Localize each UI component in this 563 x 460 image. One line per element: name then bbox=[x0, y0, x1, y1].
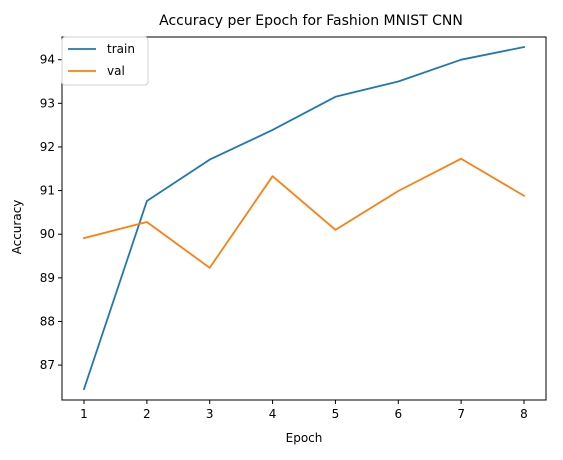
x-tick-label: 8 bbox=[520, 407, 528, 421]
x-tick-label: 2 bbox=[143, 407, 151, 421]
x-tick-label: 5 bbox=[332, 407, 340, 421]
y-tick-label: 90 bbox=[40, 227, 55, 241]
x-tick-label: 6 bbox=[394, 407, 402, 421]
y-tick-label: 94 bbox=[40, 53, 55, 67]
x-tick-label: 3 bbox=[206, 407, 214, 421]
y-axis-ticks: 87 88 89 90 91 92 93 94 bbox=[40, 53, 62, 372]
x-axis-label: Epoch bbox=[286, 431, 323, 445]
legend-box bbox=[61, 36, 149, 86]
y-tick-label: 91 bbox=[40, 184, 55, 198]
y-tick-label: 89 bbox=[40, 271, 55, 285]
series-lines bbox=[82, 45, 526, 391]
x-tick-label: 1 bbox=[80, 407, 88, 421]
y-tick-label: 87 bbox=[40, 358, 55, 372]
series-line-val bbox=[82, 157, 526, 269]
y-tick-label: 93 bbox=[40, 96, 55, 110]
y-axis-label: Accuracy bbox=[10, 200, 24, 255]
legend: train val bbox=[61, 36, 149, 86]
chart-title: Accuracy per Epoch for Fashion MNIST CNN bbox=[159, 13, 463, 29]
legend-label-train: train bbox=[107, 42, 135, 56]
legend-label-val: val bbox=[107, 64, 125, 78]
x-tick-label: 7 bbox=[457, 407, 465, 421]
x-axis-ticks: 1 2 3 4 5 6 7 8 bbox=[80, 400, 528, 421]
plot-frame bbox=[61, 36, 547, 401]
y-tick-label: 92 bbox=[40, 140, 55, 154]
y-tick-label: 88 bbox=[40, 314, 55, 328]
x-tick-label: 4 bbox=[269, 407, 277, 421]
series-line-train bbox=[82, 45, 526, 391]
